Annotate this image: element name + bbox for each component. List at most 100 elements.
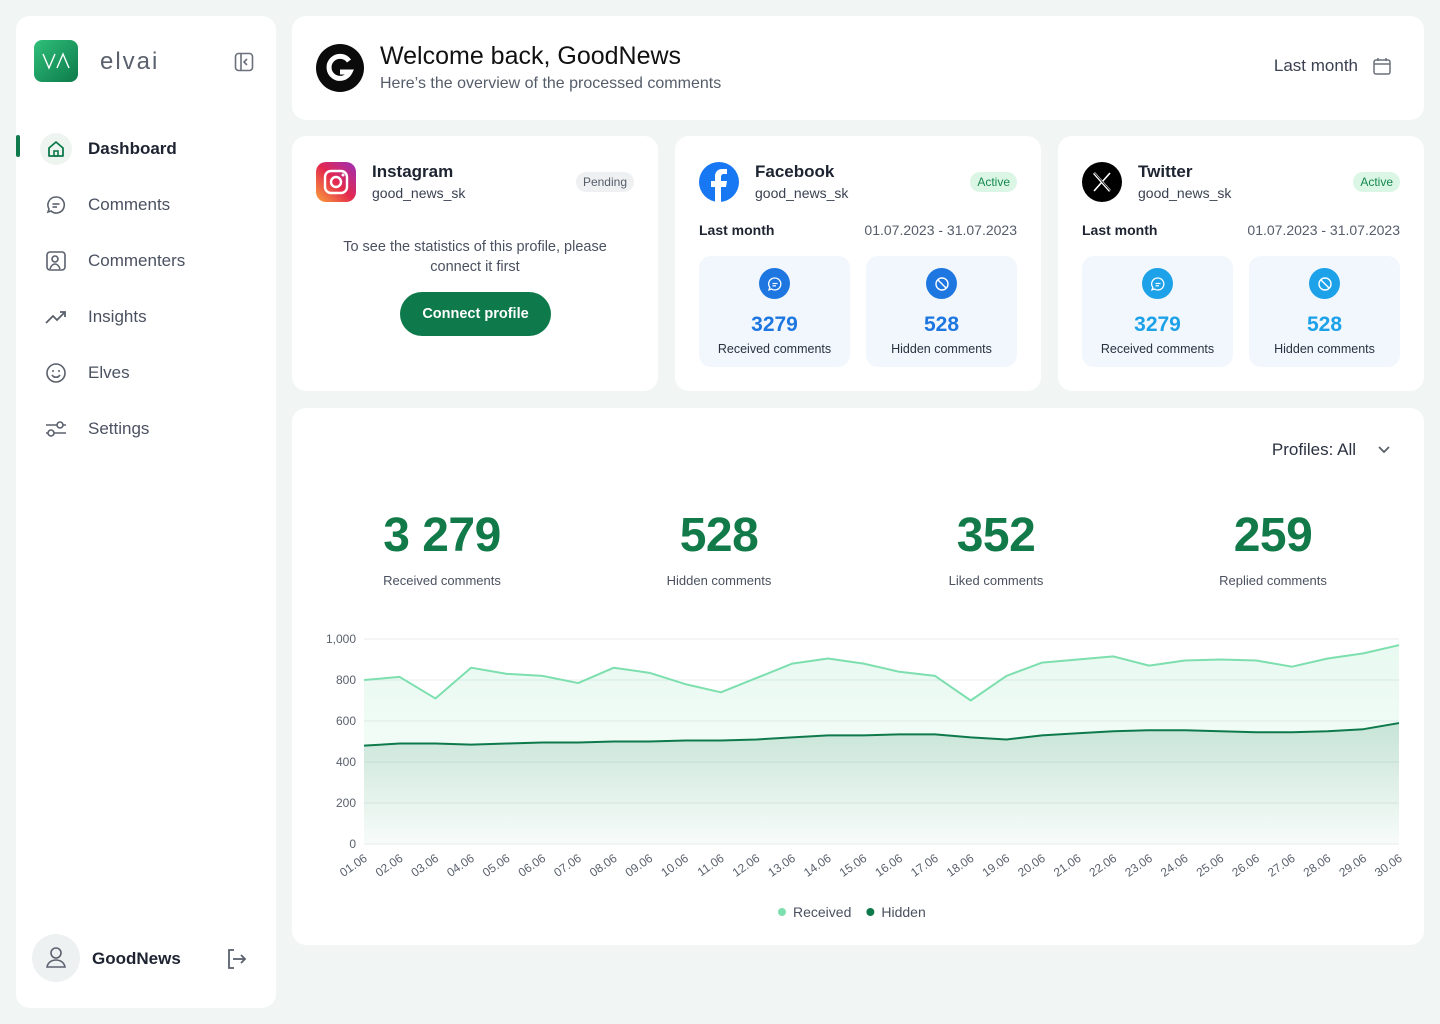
stat-value: 528 <box>1306 313 1343 336</box>
logout-button[interactable] <box>224 947 248 971</box>
nav-item[interactable]: Dashboard <box>16 127 276 171</box>
stat-label: Received comments <box>717 342 832 356</box>
stat-label: Hidden comments <box>891 342 992 356</box>
x-tick-label: 24.06 <box>1158 851 1191 880</box>
filter-label: Profiles: All <box>1271 440 1356 459</box>
profile-card: Facebook good_news_sk Active Last month … <box>675 136 1041 391</box>
profile-handle: good_news_sk <box>755 185 849 201</box>
profiles-filter[interactable]: Profiles: All <box>1272 440 1392 460</box>
header: Welcome back, GoodNews Here’s the overvi… <box>292 16 1424 120</box>
y-tick-label: 400 <box>336 755 356 769</box>
nav-label: Commenters <box>88 251 186 270</box>
stat-box: 528 Hidden comments <box>1249 256 1400 367</box>
legend-label: Received <box>793 904 851 920</box>
profile-name: Facebook <box>755 162 835 181</box>
profile-handle: good_news_sk <box>1138 185 1232 201</box>
nav-item[interactable]: Elves <box>16 351 276 395</box>
nav-item[interactable]: Commenters <box>16 239 276 283</box>
active-indicator <box>16 135 20 157</box>
profile-handle: good_news_sk <box>372 185 466 201</box>
collapse-button[interactable] <box>234 52 254 72</box>
x-tick-label: 08.06 <box>587 851 620 880</box>
summary-stat: 352 Liked comments <box>856 508 1136 588</box>
connect-message: To see the statistics of this profile, p… <box>343 239 607 275</box>
nav-item[interactable]: Comments <box>16 183 276 227</box>
x-tick-label: 09.06 <box>623 851 656 880</box>
stat-label: Received comments <box>1100 342 1215 356</box>
stat-box: 528 Hidden comments <box>866 256 1017 367</box>
x-tick-label: 26.06 <box>1229 851 1262 880</box>
y-tick-label: 800 <box>336 673 356 687</box>
x-tick-label: 16.06 <box>872 851 905 880</box>
x-tick-label: 15.06 <box>837 851 870 880</box>
x-tick-label: 03.06 <box>408 851 441 880</box>
x-tick-label: 22.06 <box>1087 851 1120 880</box>
nav-item[interactable]: Insights <box>16 295 276 339</box>
summary-value: 352 <box>956 509 1036 562</box>
date-range: 01.07.2023 - 31.07.2023 <box>864 222 1017 238</box>
x-tick-label: 01.06 <box>337 851 370 880</box>
user-avatar <box>32 934 80 982</box>
connect-button[interactable]: Connect profile <box>400 292 551 336</box>
x-tick-label: 18.06 <box>944 851 977 880</box>
summary-label: Liked comments <box>948 573 1044 588</box>
x-tick-label: 07.06 <box>551 851 584 880</box>
nav-label: Dashboard <box>88 139 177 158</box>
legend-marker <box>866 908 875 916</box>
summary-label: Replied comments <box>1219 573 1327 588</box>
x-tick-label: 17.06 <box>908 851 941 880</box>
sidebar: elvai Dashboard Comments Commenters Insi… <box>16 16 276 1008</box>
legend-label: Hidden <box>881 904 925 920</box>
x-tick-label: 28.06 <box>1301 851 1334 880</box>
status-badge: Active <box>970 172 1017 192</box>
user-name: GoodNews <box>92 949 181 968</box>
profile-card: Instagram good_news_sk Pending To see th… <box>292 136 658 391</box>
summary-stat: 3 279 Received comments <box>302 508 582 588</box>
summary-value: 528 <box>679 509 759 562</box>
nav-label: Elves <box>88 363 130 382</box>
summary-label: Received comments <box>383 573 501 588</box>
brand: elvai <box>100 48 160 75</box>
period-label: Last month <box>1082 222 1158 238</box>
x-tick-label: 11.06 <box>695 851 727 879</box>
y-tick-label: 600 <box>336 714 356 728</box>
nav-item[interactable]: Settings <box>16 407 276 451</box>
x-tick-label: 20.06 <box>1015 851 1048 880</box>
x-tick-label: 12.06 <box>730 851 763 880</box>
profile-name: Twitter <box>1138 162 1193 181</box>
series-line <box>363 644 1400 702</box>
summary-value: 259 <box>1233 509 1313 562</box>
summary-card: Profiles: All 3 279 Received comments 528… <box>292 408 1424 945</box>
y-tick-label: 200 <box>336 796 356 810</box>
summary-stat: 259 Replied comments <box>1133 508 1413 588</box>
account-logo <box>316 44 364 92</box>
summary-value: 3 279 <box>383 509 501 562</box>
stat-value: 3279 <box>751 313 798 336</box>
x-tick-label: 23.06 <box>1122 851 1155 880</box>
date-range: 01.07.2023 - 31.07.2023 <box>1247 222 1400 238</box>
x-tick-label: 19.06 <box>980 851 1013 880</box>
nav-label: Comments <box>88 195 171 214</box>
logo-icon <box>34 40 78 82</box>
x-tick-label: 30.06 <box>1372 851 1405 880</box>
facebook-logo <box>699 162 739 202</box>
x-tick-label: 13.06 <box>765 851 798 880</box>
x-tick-label: 05.06 <box>480 851 513 880</box>
summary-label: Hidden comments <box>666 573 772 588</box>
legend-marker <box>778 908 786 916</box>
y-tick-label: 0 <box>349 837 356 851</box>
period-picker[interactable]: Last month <box>1274 56 1392 76</box>
x-tick-label: 04.06 <box>444 851 477 880</box>
x-tick-label: 10.06 <box>658 851 691 880</box>
x-tick-label: 25.06 <box>1194 851 1227 880</box>
nav-label: Settings <box>88 419 150 438</box>
profile-name: Instagram <box>372 162 454 181</box>
stat-box: 3279 Received comments <box>1082 256 1233 367</box>
stat-value: 3279 <box>1134 313 1181 336</box>
stat-value: 528 <box>923 313 960 336</box>
x-tick-label: 06.06 <box>516 851 549 880</box>
x-tick-label: 02.06 <box>373 851 406 880</box>
twitter-logo <box>1082 162 1122 202</box>
